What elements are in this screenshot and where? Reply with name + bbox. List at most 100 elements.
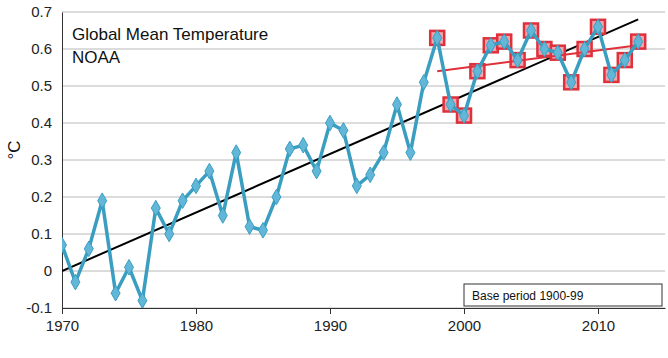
data-point [352, 178, 361, 194]
grid-line [62, 123, 665, 124]
data-point [71, 274, 80, 290]
data-point [312, 163, 321, 179]
y-axis-line [62, 13, 63, 309]
data-point [430, 31, 444, 45]
data-point [178, 193, 187, 209]
x-axis: 1970 1980 1990 2000 2010 [46, 308, 666, 334]
data-point [460, 108, 469, 124]
data-point [111, 285, 120, 301]
series-line [62, 27, 638, 301]
y-tick: 0 [44, 262, 62, 279]
y-tick: 0.1 [31, 225, 62, 242]
data-point [62, 237, 66, 253]
grid-line [62, 308, 665, 309]
data-point [165, 226, 174, 242]
y-tick: 0.4 [31, 114, 62, 131]
data-point [567, 75, 576, 91]
x-tick-label: 1970 [46, 317, 79, 334]
data-point [326, 115, 335, 131]
data-point [98, 193, 107, 209]
data-point [594, 19, 603, 35]
data-point [446, 97, 455, 113]
y-tick-label: 0.7 [31, 3, 52, 20]
data-point [634, 34, 643, 50]
y-tick: 0.2 [31, 188, 62, 205]
series-markers [430, 20, 645, 123]
y-tick-label: 0.3 [31, 151, 52, 168]
chart: -0.1 0 0.1 0.2 0.3 0.4 0.5 0.6 0.7 1970 1980 1990 20… [0, 0, 668, 358]
data-point [551, 46, 565, 60]
y-tick-label: -0.1 [26, 299, 52, 316]
series-markers [62, 19, 643, 308]
marks [62, 19, 645, 308]
series-line [62, 19, 638, 271]
y-tick: 0.3 [31, 151, 62, 168]
x-tick: 1970 [46, 308, 79, 334]
data-point [125, 260, 134, 276]
data-point [553, 45, 562, 61]
x-tick-mark [330, 308, 331, 314]
x-tick-label: 2000 [448, 317, 481, 334]
grid-line [62, 49, 665, 50]
x-tick-mark [598, 308, 599, 314]
annotation: Base period 1900-99 [472, 289, 584, 303]
data-point [486, 38, 495, 54]
data-point [218, 208, 227, 224]
x-tick: 2010 [582, 308, 615, 334]
data-point [138, 293, 147, 308]
x-tick-mark [196, 308, 197, 314]
y-axis: -0.1 0 0.1 0.2 0.3 0.4 0.5 0.6 0.7 [26, 3, 62, 316]
data-point [484, 38, 498, 52]
data-point [192, 178, 201, 194]
data-point [419, 75, 428, 91]
x-tick-label: 1990 [314, 317, 347, 334]
y-tick: -0.1 [26, 299, 62, 316]
data-point [513, 52, 522, 68]
data-point [259, 223, 268, 239]
data-point [564, 75, 578, 89]
x-tick: 1990 [314, 308, 347, 334]
y-tick-label: 0.1 [31, 225, 52, 242]
data-point [540, 41, 549, 57]
data-point [339, 123, 348, 139]
data-point [245, 219, 254, 235]
data-point [580, 41, 589, 57]
data-point [151, 200, 160, 216]
grid-line [62, 160, 665, 161]
data-point [205, 163, 214, 179]
annotation-box: Base period 1900-99 [464, 284, 662, 306]
x-axis-line [63, 308, 666, 309]
grid-line [62, 12, 665, 13]
x-tick-label: 2010 [582, 317, 615, 334]
title: Global Mean Temperature [72, 25, 268, 44]
data-point [500, 34, 509, 50]
data-point [366, 167, 375, 183]
y-tick-label: 0.2 [31, 188, 52, 205]
annotation-frame [464, 284, 662, 306]
grid-line [62, 271, 665, 272]
data-point [607, 67, 616, 83]
y-tick-label: 0 [44, 262, 52, 279]
x-tick-label: 1980 [180, 317, 213, 334]
y-tick-label: 0.6 [31, 40, 52, 57]
data-point [84, 241, 93, 257]
data-point [379, 145, 388, 161]
grid [62, 12, 665, 308]
data-point [299, 137, 308, 153]
data-point [232, 145, 241, 161]
x-tick: 2000 [448, 308, 481, 334]
data-point [473, 63, 482, 79]
x-tick: 1980 [180, 308, 213, 334]
subtitle: NOAA [72, 48, 121, 67]
y-tick-label: 0.5 [31, 77, 52, 94]
plot-area: -0.1 0 0.1 0.2 0.3 0.4 0.5 0.6 0.7 1970 1980 1990 20… [26, 3, 665, 333]
y-tick: 0.6 [31, 40, 62, 57]
data-point [620, 52, 629, 68]
data-point [433, 30, 442, 46]
x-tick-mark [62, 308, 63, 314]
data-point [285, 141, 294, 157]
data-point [272, 189, 281, 205]
grid-line [62, 197, 665, 198]
data-point [393, 97, 402, 113]
y-tick: 0.7 [31, 3, 62, 20]
